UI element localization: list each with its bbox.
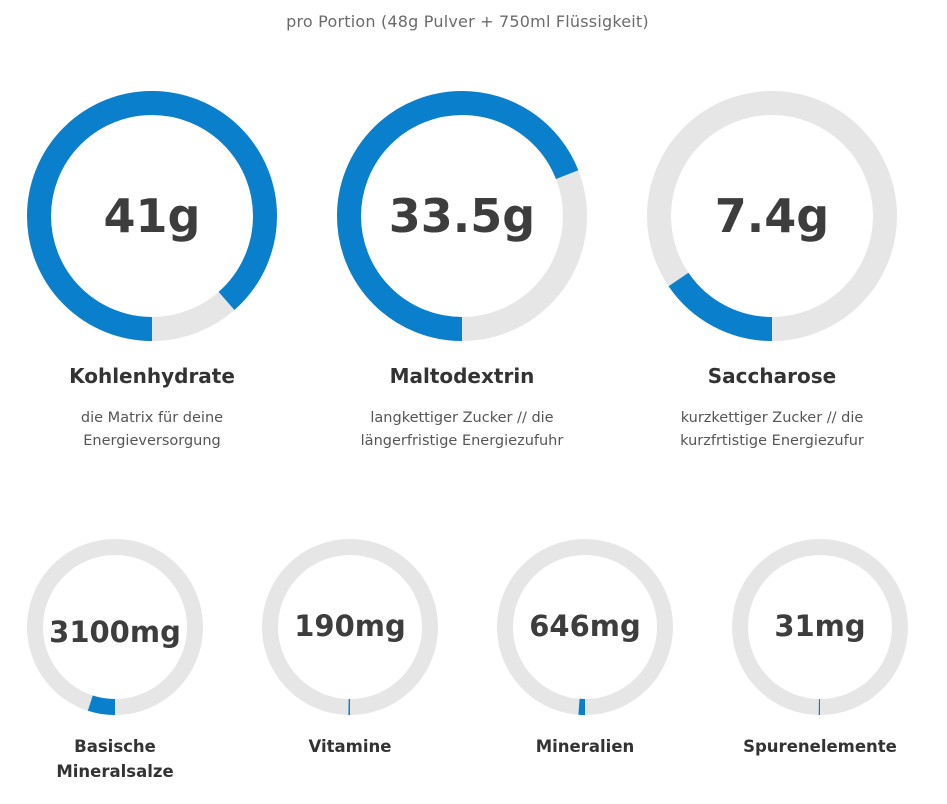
portion-subtitle: pro Portion (48g Pulver + 750ml Flüssigk… xyxy=(286,12,649,31)
value-basische-mineralsalze: 3100mg xyxy=(49,615,181,649)
donut-arc-saccharose xyxy=(647,91,897,341)
donut-svg-maltodextrin xyxy=(337,91,587,341)
value-saccharose: 7.4g xyxy=(714,189,830,243)
value-kohlenhydrate: 41g xyxy=(103,189,201,243)
label-spurenelemente: Spurenelemente xyxy=(743,737,897,756)
ring-spurenelemente: 31mg xyxy=(732,539,908,715)
donut-arc-spurenelemente xyxy=(732,539,908,715)
label-saccharose: Saccharose xyxy=(707,364,837,388)
desc-maltodextrin: langkettiger Zucker // die längerfristig… xyxy=(360,410,564,449)
donut-svg-spurenelemente xyxy=(732,539,908,715)
ring-saccharose: 7.4g xyxy=(647,91,897,341)
label-basische-mineralsalze: Basische Mineralsalze xyxy=(56,737,174,781)
label-vitamine: Vitamine xyxy=(308,737,392,756)
ring-basische-mineralsalze: 3100mg xyxy=(27,539,203,715)
donut-svg-basische-mineralsalze xyxy=(27,539,203,715)
donut-arc-mineralien xyxy=(497,539,673,715)
donut-svg-saccharose xyxy=(647,91,897,341)
donut-svg-kohlenhydrate xyxy=(27,91,277,341)
desc-kohlenhydrate: die Matrix für deine Energieversorgung xyxy=(80,410,224,449)
desc-saccharose: kurzkettiger Zucker // die kurzfrtistige… xyxy=(680,410,864,449)
label-kohlenhydrate: Kohlenhydrate xyxy=(69,364,235,388)
value-spurenelemente: 31mg xyxy=(774,609,866,643)
donut-arc-kohlenhydrate xyxy=(27,91,277,341)
label-maltodextrin: Maltodextrin xyxy=(389,364,535,388)
donut-arc-maltodextrin xyxy=(337,91,587,341)
value-mineralien: 646mg xyxy=(529,609,641,643)
ring-mineralien: 646mg xyxy=(497,539,673,715)
value-maltodextrin: 33.5g xyxy=(388,189,536,243)
donut-arc-vitamine xyxy=(262,539,438,715)
label-mineralien: Mineralien xyxy=(535,737,635,756)
donut-svg-vitamine xyxy=(262,539,438,715)
donut-arc-basische-mineralsalze xyxy=(27,539,203,715)
ring-maltodextrin: 33.5g xyxy=(337,91,587,341)
ring-kohlenhydrate: 41g xyxy=(27,91,277,341)
value-vitamine: 190mg xyxy=(294,609,406,643)
ring-vitamine: 190mg xyxy=(262,539,438,715)
donut-svg-mineralien xyxy=(497,539,673,715)
